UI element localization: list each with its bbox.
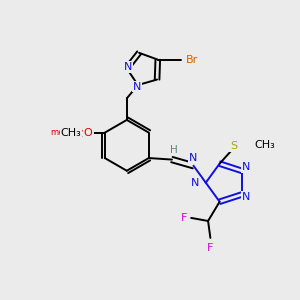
Text: H: H bbox=[169, 145, 177, 155]
Text: N: N bbox=[242, 192, 250, 202]
Text: N: N bbox=[133, 82, 141, 92]
Text: S: S bbox=[230, 141, 237, 151]
Text: O: O bbox=[83, 128, 92, 138]
Text: N: N bbox=[191, 178, 200, 188]
Text: F: F bbox=[207, 242, 214, 253]
Text: N: N bbox=[189, 153, 198, 163]
Text: O: O bbox=[84, 128, 93, 138]
Text: F: F bbox=[181, 213, 187, 223]
Text: methoxy: methoxy bbox=[50, 128, 87, 137]
Text: Br: Br bbox=[185, 55, 198, 64]
Text: N: N bbox=[242, 162, 250, 172]
Text: N: N bbox=[123, 62, 132, 72]
Text: CH₃: CH₃ bbox=[61, 128, 81, 138]
Text: CH₃: CH₃ bbox=[254, 140, 275, 150]
